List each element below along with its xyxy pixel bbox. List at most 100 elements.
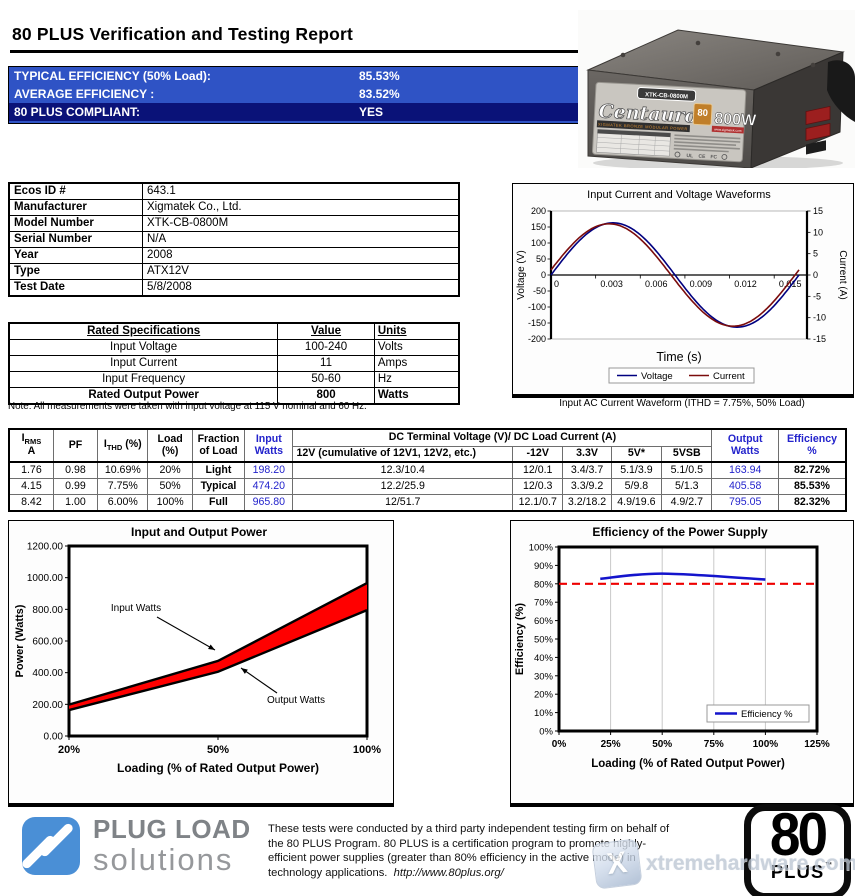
summary-row: AVERAGE EFFICIENCY :83.52% — [9, 85, 579, 103]
svg-text:Input and Output Power: Input and Output Power — [131, 525, 267, 539]
svg-text:Loading (% of Rated Output Pow: Loading (% of Rated Output Power) — [117, 761, 319, 775]
svg-text:Output Watts: Output Watts — [267, 695, 325, 706]
svg-text:0%: 0% — [539, 727, 553, 738]
load-header: Load (%) — [147, 428, 193, 463]
80plus-badge: 80 PLUS ™ — [744, 804, 851, 896]
unit-info-table: Ecos ID #643.1 Manufacturer Xigmatek Co., … — [8, 182, 460, 297]
svg-text:60%: 60% — [534, 616, 554, 627]
modular-connectors — [805, 105, 831, 155]
svg-text:80%: 80% — [534, 579, 554, 590]
svg-text:50: 50 — [536, 254, 546, 264]
svg-text:Time (s): Time (s) — [656, 350, 701, 364]
pf-header: PF — [52, 428, 99, 463]
svg-text:15: 15 — [813, 206, 823, 216]
svg-text:CE: CE — [698, 154, 706, 160]
svg-text:100%: 100% — [753, 739, 779, 750]
svg-text:-50: -50 — [533, 286, 546, 296]
svg-text:-10: -10 — [813, 313, 826, 323]
v5sb-header: 5VSB — [661, 446, 713, 463]
table-row: Type ATX12V — [8, 263, 460, 280]
page-title: 80 PLUS Verification and Testing Report — [12, 24, 354, 44]
psu-80-badge: 80 — [697, 108, 708, 120]
svg-text:UL: UL — [686, 153, 693, 159]
cert-icons: UL CE FC — [674, 151, 728, 161]
svg-text:30%: 30% — [534, 671, 554, 682]
svg-text:50%: 50% — [534, 635, 554, 646]
svg-text:75%: 75% — [704, 739, 724, 750]
psu-wattage: 800W — [714, 110, 758, 129]
power-chart: Input and Output Power 0.00 200.00 400.00 60… — [8, 520, 394, 807]
efficiency-header: Efficiency% — [777, 428, 847, 463]
svg-text:0: 0 — [554, 279, 559, 289]
svg-text:800.00: 800.00 — [32, 605, 63, 616]
svg-text:100%: 100% — [353, 744, 381, 756]
svg-text:10%: 10% — [534, 708, 554, 719]
title-underline — [10, 50, 578, 53]
value-header: Value — [277, 322, 375, 340]
v5-header: 5V* — [610, 446, 663, 463]
svg-text:Efficiency (%): Efficiency (%) — [514, 603, 526, 675]
svg-text:70%: 70% — [534, 598, 554, 609]
fraction-header: Fraction of Load — [191, 428, 246, 463]
svg-text:-15: -15 — [813, 334, 826, 344]
svg-text:20%: 20% — [534, 690, 554, 701]
svg-text:40%: 40% — [534, 653, 554, 664]
svg-text:Current (A): Current (A) — [837, 250, 848, 299]
svg-text:0: 0 — [541, 270, 546, 280]
svg-text:100%: 100% — [529, 543, 554, 554]
psu-photo-art: XTK-CB-0800M Centauro XIGMATEK BRONZE MO… — [578, 10, 855, 170]
table-row: Serial Number N/A — [8, 231, 460, 248]
input-watts-header: Input Watts — [244, 428, 294, 463]
waveform-caption: Input AC Current Waveform (ITHD = 7.75%,… — [559, 398, 805, 409]
psu-label: XTK-CB-0800M Centauro XIGMATEK BRONZE MO… — [592, 81, 758, 163]
svg-text:20%: 20% — [58, 744, 80, 756]
irms-header: IRMS A — [8, 428, 54, 463]
svg-text:0.012: 0.012 — [734, 279, 757, 289]
table-row: Input Voltage 100-240 Volts — [8, 339, 460, 356]
plug-load-icon — [22, 816, 80, 875]
table-row: Year 2008 — [8, 247, 460, 264]
svg-text:-100: -100 — [528, 302, 546, 312]
svg-text:90%: 90% — [534, 561, 554, 572]
svg-text:FC: FC — [710, 154, 717, 160]
load-results-table: IRMS A PF ITHD (%) Load (%) Fraction of Loa… — [8, 428, 847, 512]
svg-text:1000.00: 1000.00 — [27, 573, 64, 584]
svg-text:150: 150 — [531, 222, 546, 232]
table-row: 4.15 0.99 7.75% 50% Typical 474.20 12.2/25.9 12… — [8, 478, 847, 495]
svg-text:Current: Current — [713, 371, 745, 382]
80plus-link[interactable]: http://www.80plus.org/ — [393, 866, 504, 879]
table-row: Input Frequency 50-60 Hz — [8, 371, 460, 388]
svg-text:200.00: 200.00 — [32, 700, 63, 711]
table-row: 1.76 0.98 10.69% 20% Light 198.20 12.3/10.4 12/… — [8, 461, 847, 479]
svg-text:0%: 0% — [552, 739, 567, 750]
svg-text:200: 200 — [531, 206, 546, 216]
svg-text:-150: -150 — [528, 318, 546, 328]
svg-text:0.006: 0.006 — [645, 279, 668, 289]
svg-text:Efficiency of the Power Supply: Efficiency of the Power Supply — [592, 525, 768, 539]
efficiency-summary-banner: TYPICAL EFFICIENCY (50% Load): 85.53% AVER… — [8, 66, 580, 124]
summary-row: 80 PLUS COMPLIANT: YES — [9, 103, 579, 121]
power-cable — [827, 60, 855, 122]
svg-text:0.00: 0.00 — [44, 732, 64, 743]
svg-text:5: 5 — [813, 249, 818, 259]
svg-text:25%: 25% — [601, 739, 621, 750]
measurement-note: Note: All measurements were taken with i… — [8, 401, 367, 412]
rated-specs-header: Rated Specifications — [8, 322, 279, 340]
svg-text:0.009: 0.009 — [690, 279, 713, 289]
output-watts-header: Output Watts — [711, 428, 779, 463]
svg-text:-200: -200 — [528, 334, 546, 344]
plug-load-solutions-logo: PLUG LOAD solutions — [22, 816, 251, 875]
svg-text:Loading (% of Rated Output Pow: Loading (% of Rated Output Power) — [591, 758, 785, 770]
units-header: Units — [373, 322, 460, 340]
summary-row: TYPICAL EFFICIENCY (50% Load): 85.53% — [9, 67, 579, 85]
psu-banner-text: XIGMATEK BRONZE MODULAR POWER — [598, 122, 688, 132]
svg-text:0: 0 — [813, 270, 818, 280]
psu-product-photo: XTK-CB-0800M Centauro XIGMATEK BRONZE MO… — [578, 10, 855, 173]
svg-text:50%: 50% — [207, 744, 229, 756]
logo-line1: PLUG LOAD — [93, 814, 251, 844]
table-row: Model Number XTK-CB-0800M — [8, 215, 460, 232]
svg-text:Voltage (V): Voltage (V) — [516, 250, 527, 299]
waveform-chart: Input Current and Voltage Waveforms 200 15… — [512, 183, 854, 398]
svg-text:Input Current and Voltage Wave: Input Current and Voltage Waveforms — [587, 189, 771, 201]
